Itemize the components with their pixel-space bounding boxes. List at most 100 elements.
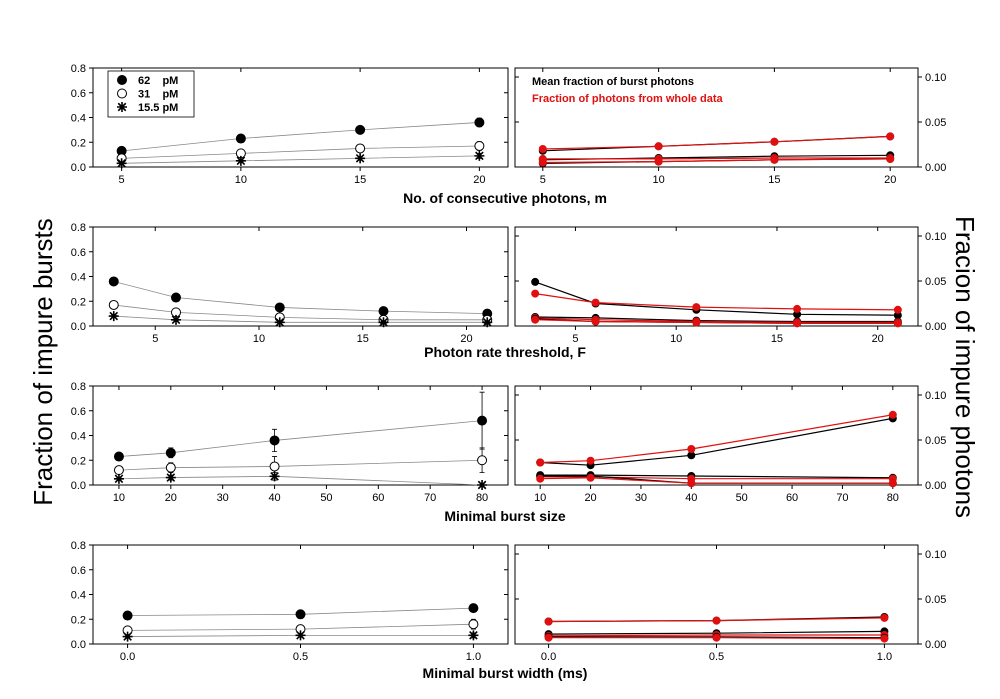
x-axis-label: No. of consecutive photons, m <box>403 190 607 206</box>
series-line-15-5-pm-whole-data <box>540 477 893 484</box>
data-point <box>793 304 802 313</box>
data-point <box>586 456 595 465</box>
y-tick-label: 0.05 <box>925 117 946 129</box>
chart-row-4: 0.0 0.5 1.00.00.20.40.60.80.0 0.5 1.00.000.0… <box>71 540 947 681</box>
data-point <box>165 447 176 458</box>
data-point <box>886 132 895 141</box>
y-tick-label: 0.8 <box>71 540 86 552</box>
x-tick-label: 50 <box>320 492 332 504</box>
data-point <box>474 117 485 128</box>
y-tick-label: 0.6 <box>71 565 86 577</box>
y-tick-label: 0.10 <box>925 231 946 243</box>
data-point <box>355 153 366 164</box>
chart-row-1: 5 10 15 20 0.0 0.2 0.4 0.6 0.8 5 10 15 20 0.00 0.05 0.1… <box>71 63 947 206</box>
legend-marker <box>117 75 127 85</box>
data-point <box>355 124 366 135</box>
y-tick-label: 0.0 <box>71 321 86 333</box>
plot-frame <box>92 226 509 327</box>
y-tick-label: 0.8 <box>71 222 86 234</box>
series-line-62-pm <box>113 281 488 315</box>
series-line-15-5-pm <box>118 475 483 486</box>
series-line-31-pm-whole-data <box>542 157 891 160</box>
y-tick-label: 0.6 <box>71 247 86 259</box>
y-tick-label: 0.4 <box>71 431 86 443</box>
data-point <box>116 158 127 169</box>
data-point <box>888 410 897 419</box>
plot-frame <box>514 385 919 486</box>
data-point <box>269 461 280 472</box>
x-tick-label: 70 <box>836 492 848 504</box>
legend-label: 31 pM <box>138 89 178 101</box>
y-tick-label: 0.6 <box>71 88 86 100</box>
data-point <box>295 630 306 641</box>
left-panel-4: 0.0 0.5 1.0 0.0 0.2 0.4 0.6 0.8 <box>71 540 509 663</box>
data-point <box>893 319 902 328</box>
y-tick-label: 0.0 <box>71 639 86 651</box>
data-point <box>531 277 540 286</box>
data-point <box>378 317 389 328</box>
data-point <box>536 474 545 483</box>
x-tick-label: 30 <box>217 492 229 504</box>
series-line-15-5-pm <box>113 315 488 323</box>
data-point <box>269 435 280 446</box>
plots-group: 5 10 15 200.00.20.40.60.85 10 15 200.000.050.1… <box>71 63 947 681</box>
x-tick-label: 1.0 <box>877 651 892 663</box>
data-point <box>591 298 600 307</box>
x-tick-label: 60 <box>372 492 384 504</box>
series-line-62-pm-burst-photons <box>534 281 898 316</box>
data-point <box>712 633 721 642</box>
data-point <box>108 299 119 310</box>
series-line-62-pm <box>121 122 480 152</box>
legend-marker <box>117 88 127 99</box>
x-tick-label: 80 <box>476 492 488 504</box>
y-tick-label: 0.05 <box>925 435 946 447</box>
data-point <box>274 317 285 328</box>
data-point <box>591 317 600 326</box>
y-tick-label: 0.00 <box>925 480 946 492</box>
data-point <box>468 603 479 614</box>
data-point <box>770 155 779 164</box>
y-tick-label: 0.2 <box>71 614 86 626</box>
x-tick-label: 20 <box>584 492 596 504</box>
y-tick-label: 0.4 <box>71 272 86 284</box>
plot-frame <box>514 544 919 645</box>
x-tick-label: 5 <box>540 174 546 186</box>
x-tick-label: 0.5 <box>293 651 308 663</box>
data-point <box>793 319 802 328</box>
data-point <box>770 137 779 146</box>
left-panel-2: 5 10 15 20 0.0 0.2 0.4 0.6 0.8 <box>71 222 509 345</box>
data-point <box>295 609 306 620</box>
data-point <box>474 140 485 151</box>
data-point <box>654 142 663 151</box>
y-tick-label: 0.8 <box>71 63 86 75</box>
data-point <box>122 631 133 642</box>
data-point <box>880 613 889 622</box>
right-panel-1: 5 10 15 20 0.00 0.05 0.10 <box>514 67 946 186</box>
x-tick-label: 60 <box>786 492 798 504</box>
series-line-62-pm-burst-photons <box>540 417 893 466</box>
legend-label: Fraction of photons from whole data <box>532 93 724 105</box>
y-tick-label: 0.4 <box>71 590 86 602</box>
y-tick-label: 0.00 <box>925 321 946 333</box>
data-point <box>355 143 366 154</box>
x-tick-label: 5 <box>152 333 158 345</box>
series-line-62-pm-whole-data <box>535 293 898 311</box>
data-point <box>113 465 124 476</box>
data-point <box>712 616 721 625</box>
chart-row-2: 5 10 15 20 0.0 0.2 0.4 0.6 0.8 5 10 15 20 0.00 0.05 0.1… <box>71 222 947 360</box>
x-tick-label: 20 <box>460 333 472 345</box>
data-point <box>544 617 553 626</box>
data-point <box>531 289 540 298</box>
data-point <box>692 318 701 327</box>
data-point <box>113 473 124 484</box>
y-tick-label: 0.10 <box>925 549 946 561</box>
y-tick-label: 0.10 <box>925 72 946 84</box>
x-tick-label: 40 <box>268 492 280 504</box>
series-line-15-5-pm <box>121 155 480 164</box>
right-panel-3: 10 20 30 40 50 60 70 80 0.00 0.05 0.10 <box>514 385 946 504</box>
x-tick-label: 0.0 <box>120 651 135 663</box>
data-point <box>482 317 493 328</box>
data-point <box>108 276 119 287</box>
y-tick-label: 0.2 <box>71 455 86 467</box>
